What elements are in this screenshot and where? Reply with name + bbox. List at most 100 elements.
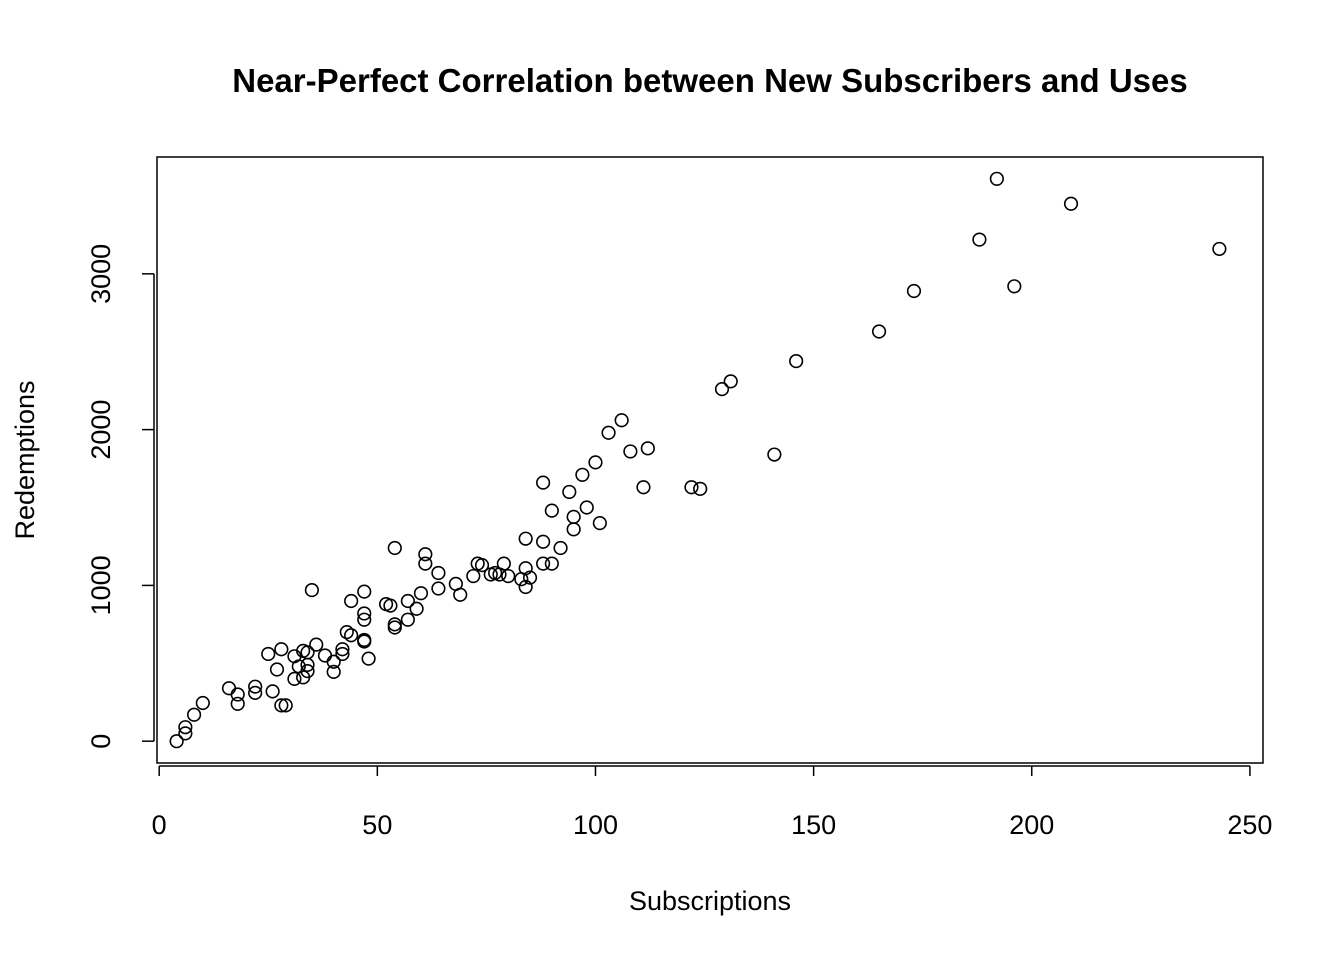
data-point	[544, 556, 559, 571]
x-tick-label: 100	[573, 810, 618, 840]
y-tick-label: 3000	[86, 244, 116, 304]
data-point	[344, 593, 359, 609]
x-tick-label: 150	[791, 810, 836, 840]
x-axis: 0 50 100 150 200 250	[152, 765, 1272, 840]
data-point	[636, 480, 651, 495]
x-tick-label: 250	[1227, 810, 1272, 840]
data-point	[789, 353, 804, 369]
data-point	[640, 441, 655, 456]
data-point	[496, 556, 511, 571]
data-points	[169, 171, 1227, 749]
data-point	[300, 645, 315, 660]
data-point	[453, 587, 468, 602]
data-point	[501, 568, 516, 584]
x-tick-label: 0	[152, 810, 167, 840]
data-point	[261, 646, 276, 662]
data-point	[518, 531, 533, 546]
data-point	[265, 684, 280, 699]
y-tick-label: 2000	[86, 400, 116, 460]
data-point	[693, 481, 708, 496]
data-point	[474, 558, 490, 573]
data-point	[304, 582, 319, 598]
data-point	[357, 612, 372, 627]
data-point	[357, 584, 372, 599]
data-point	[871, 324, 887, 339]
data-point	[383, 598, 398, 613]
data-point	[300, 663, 315, 679]
data-point	[601, 425, 616, 440]
data-point	[566, 522, 581, 537]
data-point	[431, 565, 446, 581]
x-tick-label: 200	[1009, 810, 1054, 840]
data-point	[518, 579, 533, 595]
data-point	[684, 480, 699, 495]
data-point	[522, 570, 538, 585]
data-point	[566, 509, 581, 524]
data-point	[361, 651, 376, 666]
data-point	[195, 695, 210, 711]
chart-title: Near-Perfect Correlation between New Sub…	[232, 62, 1188, 99]
data-point	[387, 620, 402, 635]
plot-frame	[156, 156, 1264, 764]
data-point	[230, 696, 245, 711]
data-point	[418, 556, 433, 571]
data-point	[387, 617, 402, 632]
data-point	[588, 455, 603, 470]
x-axis-label: Subscriptions	[629, 886, 791, 916]
data-point	[767, 447, 782, 462]
data-point	[387, 540, 402, 556]
data-point	[579, 500, 594, 515]
data-point	[413, 586, 429, 601]
data-point	[553, 540, 568, 556]
data-point	[518, 561, 533, 576]
data-point	[989, 171, 1004, 186]
data-point	[592, 515, 607, 531]
data-point	[714, 382, 730, 397]
y-axis: 0 1000 2000 3000	[86, 244, 155, 749]
data-point	[221, 681, 237, 696]
data-point	[248, 685, 263, 700]
data-point	[536, 475, 551, 490]
data-point	[248, 679, 263, 694]
data-point	[400, 612, 415, 627]
data-point	[466, 568, 481, 584]
data-point	[309, 637, 324, 652]
data-point	[274, 698, 289, 713]
x-tick-label: 50	[362, 810, 392, 840]
data-point	[269, 662, 285, 677]
data-point	[431, 581, 446, 596]
data-point	[614, 413, 629, 428]
data-point	[287, 671, 302, 686]
data-point	[335, 642, 350, 657]
data-point	[575, 467, 590, 482]
data-point	[1212, 241, 1227, 257]
data-point	[230, 687, 245, 702]
data-point	[536, 534, 551, 549]
data-point	[339, 625, 354, 640]
data-point	[186, 707, 202, 722]
data-point	[536, 556, 551, 571]
data-point	[335, 646, 350, 662]
data-point	[723, 374, 738, 389]
data-point	[178, 720, 193, 735]
data-point	[409, 601, 424, 616]
data-point	[278, 698, 293, 713]
data-point	[326, 654, 341, 669]
data-point	[972, 232, 987, 247]
data-point	[357, 606, 372, 621]
data-point	[326, 664, 341, 679]
data-point	[317, 648, 333, 663]
data-point	[300, 657, 315, 672]
y-tick-label: 0	[86, 734, 116, 749]
data-point	[1063, 196, 1079, 211]
data-point	[274, 642, 289, 657]
data-point	[169, 734, 184, 749]
data-point	[418, 547, 433, 562]
data-point	[623, 444, 638, 459]
data-point	[178, 726, 193, 741]
y-axis-label: Redemptions	[10, 380, 40, 539]
data-point	[1007, 279, 1022, 294]
y-tick-label: 1000	[86, 555, 116, 615]
data-point	[344, 628, 359, 643]
